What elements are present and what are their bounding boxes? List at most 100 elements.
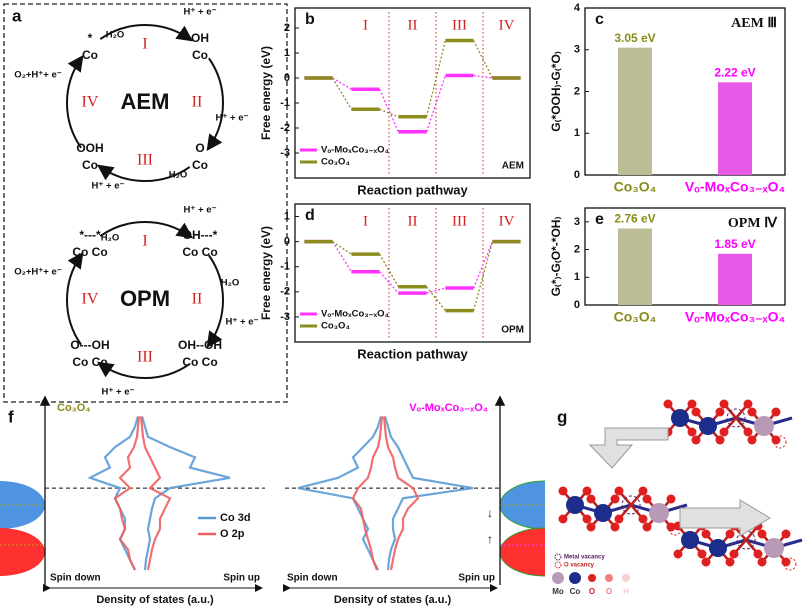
species: * xyxy=(88,31,93,45)
cycle-arrow xyxy=(99,24,194,42)
step-numeral: III xyxy=(137,152,153,169)
x-tick-label: Vₒ-MoₓCo₃₋ₓO₄ xyxy=(685,179,785,195)
y-tick-label: -2 xyxy=(280,122,290,134)
connector xyxy=(425,75,447,132)
reactant: H⁺ + e⁻ xyxy=(184,7,217,18)
y-tick-label: 4 xyxy=(574,2,581,14)
process-arrow xyxy=(588,427,669,469)
dos-curve xyxy=(297,416,383,571)
step-numeral: I xyxy=(142,36,147,53)
step-numeral: III xyxy=(452,17,467,33)
legend-label: Vₒ-MoₓCo₃₋ₓO₄ xyxy=(321,309,390,320)
oxygen xyxy=(642,494,652,504)
y-tick-label: 3 xyxy=(574,44,580,56)
connector xyxy=(425,40,447,117)
legend-label: Co 3d xyxy=(220,512,251,524)
plot-frame xyxy=(294,203,531,343)
oxygen xyxy=(781,557,791,567)
oxygen xyxy=(771,435,781,445)
panel-label: g xyxy=(557,407,567,426)
reactant: H₂O xyxy=(169,170,187,181)
band-red xyxy=(500,527,545,577)
annotation: OPM Ⅳ xyxy=(728,216,778,231)
value-label: 2.76 eV xyxy=(614,212,655,226)
plot-frame xyxy=(584,207,786,306)
oxygen xyxy=(586,494,596,504)
species: OH--OH xyxy=(178,338,222,352)
species: OH xyxy=(191,31,209,45)
oxygen xyxy=(715,407,725,417)
cobalt xyxy=(594,504,612,522)
connector xyxy=(473,74,493,79)
x-axis-title: Density of states (a.u.) xyxy=(96,594,214,606)
panel-label: c xyxy=(595,11,604,28)
oxygen xyxy=(743,399,753,409)
y-tick-label: 1 xyxy=(574,271,580,283)
x-tick-label: Vₒ-MoₓCo₃₋ₓO₄ xyxy=(685,309,785,325)
legend-label: Metal vacancy xyxy=(564,555,605,561)
x-axis-title: Reaction pathway xyxy=(357,182,468,197)
step-numeral: III xyxy=(137,349,153,366)
reactant: H₂O xyxy=(106,30,124,41)
y-axis-title: Free energy (eV) xyxy=(259,226,273,320)
oxygen xyxy=(757,557,767,567)
panel-label: a xyxy=(12,6,22,25)
oxygen xyxy=(663,399,673,409)
oxygen xyxy=(666,494,676,504)
molybdenum xyxy=(649,503,669,523)
element-swatch xyxy=(569,572,581,584)
element-swatch xyxy=(552,572,564,584)
element-label: O xyxy=(589,587,595,596)
y-tick-label: -1 xyxy=(280,261,290,273)
y-tick-label: 2 xyxy=(574,243,580,255)
dos-curve xyxy=(113,416,141,571)
value-label: 2.22 eV xyxy=(714,65,755,79)
dos-curve xyxy=(351,416,384,571)
step-numeral: III xyxy=(452,213,467,229)
legend-swatch xyxy=(554,553,562,561)
step-numeral: IV xyxy=(82,94,99,111)
legend-label: Co₃O₄ xyxy=(321,157,350,168)
cobalt xyxy=(699,417,717,435)
spin-marker: ↓ xyxy=(487,506,493,520)
cobalt xyxy=(681,531,699,549)
step-numeral: II xyxy=(408,213,418,229)
oxygen xyxy=(725,557,735,567)
oxygen xyxy=(642,522,652,532)
panel-title: Vₒ-MoₓCo₃₋ₓO₄ xyxy=(409,402,488,414)
y-tick-label: 0 xyxy=(574,169,580,181)
x-tick-label: Co₃O₄ xyxy=(614,179,657,195)
bar xyxy=(618,228,652,305)
oxygen xyxy=(725,529,735,539)
mechanism-title: OPM xyxy=(120,286,170,311)
connector xyxy=(379,108,399,118)
o-vacancy xyxy=(773,435,787,449)
step-numeral: I xyxy=(363,17,368,33)
y-axis-title: G₍*OOH₎-G₍*O₎ xyxy=(549,51,563,132)
species: Co xyxy=(82,158,98,172)
element-swatch xyxy=(605,574,613,582)
bar xyxy=(718,82,752,175)
process-arrow xyxy=(679,499,771,537)
annotation: AEM Ⅲ xyxy=(731,16,777,31)
plot-frame xyxy=(294,7,531,179)
oxygen xyxy=(771,407,781,417)
cobalt xyxy=(709,539,727,557)
panel-label: f xyxy=(8,407,14,426)
oxygen xyxy=(614,486,624,496)
y-tick-label: 2 xyxy=(574,85,580,97)
oxygen xyxy=(582,514,592,524)
connector xyxy=(332,241,352,255)
spin-marker: ↑ xyxy=(487,532,493,546)
band-red xyxy=(0,528,45,576)
x-tick-label: Co₃O₄ xyxy=(614,309,657,325)
panel-title: Co₃O₄ xyxy=(57,402,91,414)
connector xyxy=(426,286,446,312)
oxygen xyxy=(687,399,697,409)
step-numeral: II xyxy=(408,17,418,33)
connector xyxy=(472,241,494,289)
legend-label: Co₃O₄ xyxy=(321,321,350,332)
legend-label: O vacancy xyxy=(564,563,595,569)
cycle-arrow xyxy=(206,57,224,152)
legend-label: O 2p xyxy=(220,528,245,540)
